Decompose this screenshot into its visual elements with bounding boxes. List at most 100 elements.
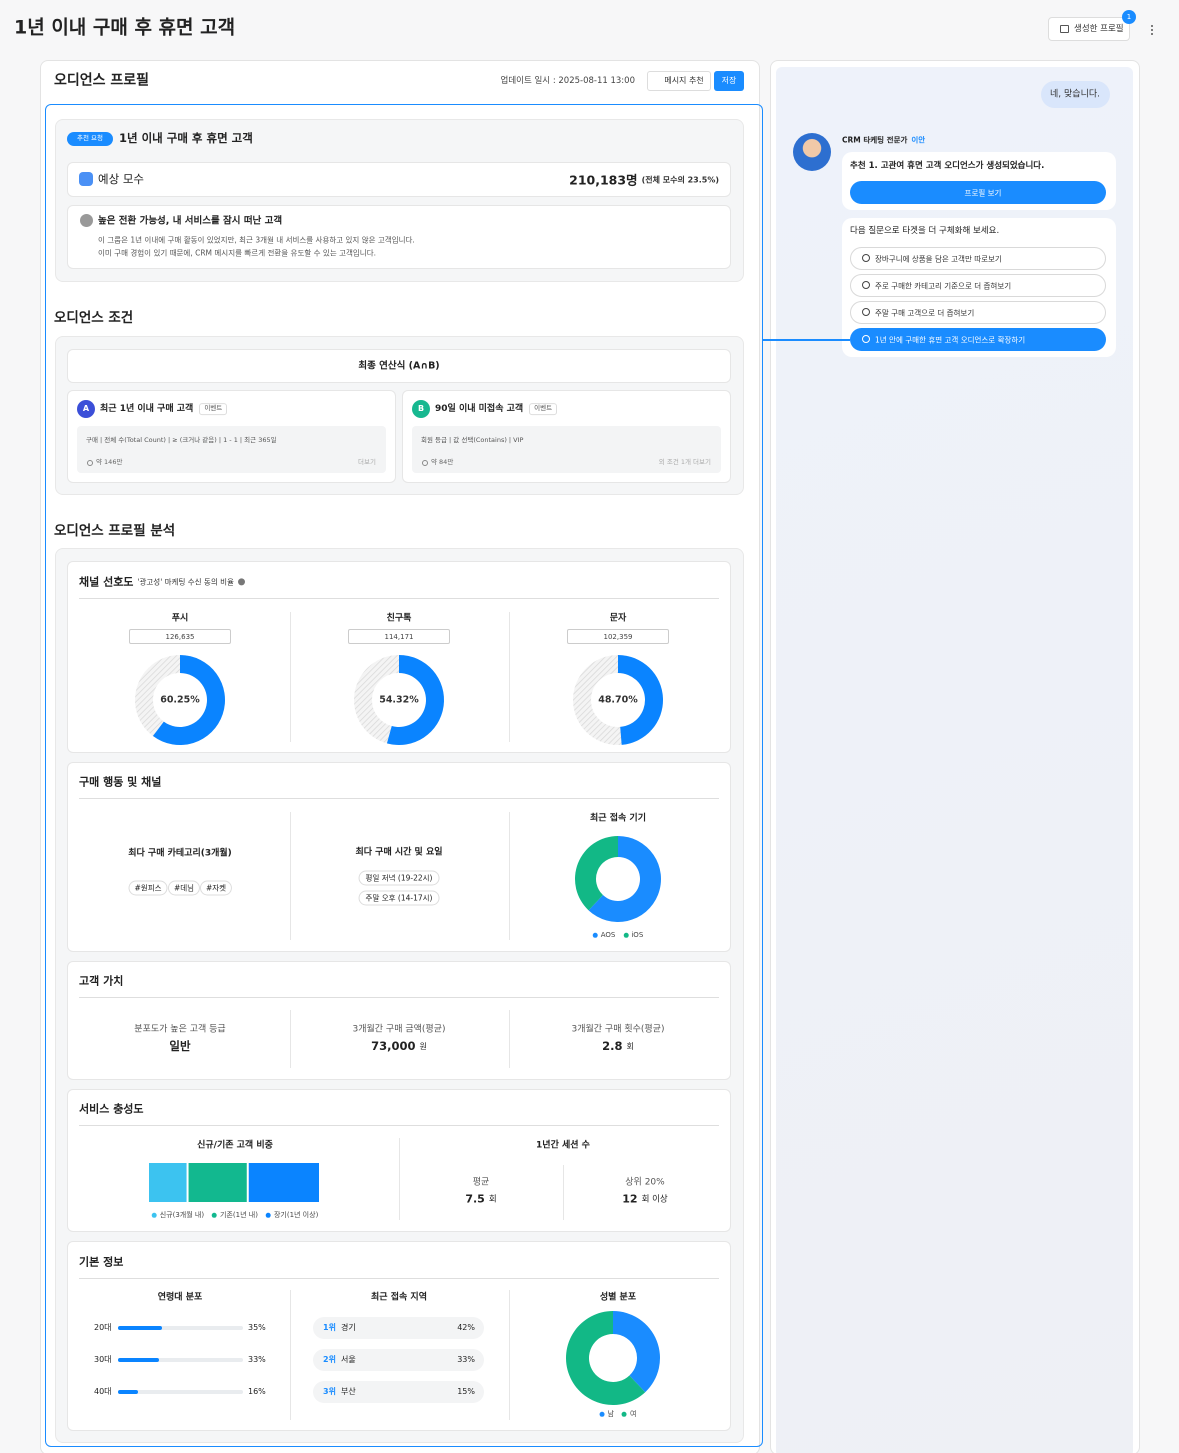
condition-letter-badge — [412, 400, 430, 418]
suggestion-label: 주로 구매한 카테고리 기준으로 더 좁혀보기 — [875, 281, 1012, 290]
divider — [290, 612, 291, 742]
legend-label: AOS — [600, 930, 616, 939]
search-icon — [862, 335, 870, 343]
save-button[interactable] — [714, 71, 744, 91]
condition-rule: 구매 | 전체 수(Total Count) | ≥ (크거나 같음) | 1 … — [86, 436, 277, 445]
metric-value: 일반 — [169, 1039, 191, 1054]
suggestion-chip[interactable] — [850, 328, 1106, 351]
suggestion-chip[interactable] — [850, 274, 1106, 297]
channel-title: 채널 선호도 '광고성' 마케팅 수신 동의 비율 — [79, 575, 245, 588]
estimate-label: 예상 모수 — [98, 172, 144, 187]
page-title: 1년 이내 구매 후 휴면 고객 — [14, 16, 236, 39]
region-pill — [313, 1381, 484, 1403]
view-profile-button[interactable] — [850, 181, 1106, 204]
channel-card — [67, 561, 731, 753]
separator — [79, 598, 719, 599]
condition-count: 약 146만 — [96, 458, 123, 467]
bar-fill — [118, 1358, 160, 1362]
message-button-label: 메시지 추천 — [664, 76, 704, 86]
metric-value: 12 회 이상 — [622, 1192, 667, 1205]
menu-dot[interactable] — [1151, 25, 1153, 27]
region-name: 서울 — [341, 1355, 356, 1365]
region-share: 42% — [457, 1323, 475, 1333]
message-button[interactable] — [647, 71, 711, 91]
category-tag: #자켓 — [199, 880, 233, 896]
condition-more[interactable]: 외 조건 1개 더보기 — [658, 458, 711, 467]
condition-count: 약 84만 — [431, 458, 454, 467]
rule-box — [412, 426, 721, 473]
menu-dot[interactable] — [1151, 29, 1153, 31]
card-title: 고객 가치 — [79, 974, 124, 988]
legend-item: 신규(3개월 내) — [151, 1210, 205, 1219]
insight-box — [67, 205, 731, 269]
separator — [79, 997, 719, 998]
column-title: 연령대 분포 — [157, 1292, 203, 1303]
metric-number: 7.5 — [465, 1192, 485, 1206]
column-title: 최근 접속 지역 — [371, 1292, 427, 1303]
separator — [79, 798, 719, 799]
condition-letter: A — [82, 404, 90, 414]
channel-count: 114,171 — [384, 632, 414, 641]
divider — [509, 1290, 510, 1420]
estimate-icon — [79, 172, 93, 186]
region-rank: 3위 — [323, 1387, 336, 1397]
legend-swatch — [622, 1411, 627, 1417]
metric-label: 3개월간 구매 금액(평균) — [352, 1024, 446, 1035]
condition-header: 최근 1년 이내 구매 고객 이벤트 — [100, 403, 228, 415]
channel-count: 102,359 — [603, 632, 633, 641]
category-tag: #원피스 — [128, 880, 168, 896]
insight-line: 이미 구매 경험이 있기 때문에, CRM 메시지를 빠르게 전환을 유도할 수… — [98, 248, 376, 258]
card-title: 채널 선호도 — [79, 575, 134, 589]
region-share: 33% — [457, 1355, 475, 1365]
legend-label: iOS — [631, 930, 644, 939]
view-profile-label: 프로필 보기 — [964, 188, 1002, 197]
badge — [1122, 10, 1136, 24]
agent-role: CRM 타케팅 전문가 — [842, 135, 908, 145]
metric-number: 일반 — [169, 1039, 191, 1054]
region-pill — [313, 1349, 484, 1371]
agent-message: 추천 1. 고관여 휴면 고객 오디언스가 생성되었습니다. — [850, 160, 1045, 171]
agent-header: CRM 타케팅 전문가 이안 — [842, 136, 925, 145]
metric-unit: 회 — [626, 1042, 634, 1052]
save-button-label: 저장 — [721, 76, 737, 86]
legend-label: 신규(3개월 내) — [159, 1210, 205, 1219]
rule-box — [77, 426, 386, 473]
age-share: 35% — [248, 1323, 266, 1333]
bar-fill — [118, 1390, 138, 1394]
menu-dot[interactable] — [1151, 33, 1153, 35]
region-name: 부산 — [341, 1387, 356, 1397]
channel-name: 푸시 — [171, 613, 189, 624]
metric-number: 12 — [622, 1192, 638, 1206]
count-box — [348, 629, 450, 644]
age-name: 40대 — [94, 1387, 112, 1397]
condition-rule: 회원 등급 | 값 선택(Contains) | VIP — [421, 436, 524, 445]
estimate-box — [67, 162, 731, 197]
suggestion-chip[interactable] — [850, 247, 1106, 270]
divider — [290, 812, 291, 940]
count-icon — [422, 460, 428, 466]
selection-outline — [45, 104, 763, 1447]
card-title: 서비스 충성도 — [79, 1102, 144, 1116]
profiles-button[interactable] — [1048, 17, 1130, 41]
divider — [399, 1138, 400, 1220]
condition-tag: 이벤트 — [199, 403, 228, 415]
estimate-share: (전체 모수의 23.5%) — [641, 175, 719, 185]
bar-track — [118, 1358, 243, 1362]
condition-letter-badge — [77, 400, 95, 418]
value-card — [67, 961, 731, 1080]
section-title: 오디언스 조건 — [54, 309, 134, 326]
bar-track — [118, 1326, 243, 1330]
metric-unit: 원 — [419, 1042, 427, 1052]
region-name: 경기 — [341, 1323, 356, 1333]
legend-label: 여 — [630, 1409, 637, 1418]
metric-value: 73,000 원 — [371, 1039, 427, 1054]
suggestion-chip[interactable] — [850, 301, 1106, 324]
legend-label: 남 — [607, 1409, 614, 1418]
age-share: 16% — [248, 1387, 266, 1397]
bar-fill — [118, 1326, 162, 1330]
channel-name: 문자 — [609, 613, 627, 624]
region-rank: 2위 — [323, 1355, 336, 1365]
condition-more[interactable]: 더보기 — [358, 458, 376, 467]
